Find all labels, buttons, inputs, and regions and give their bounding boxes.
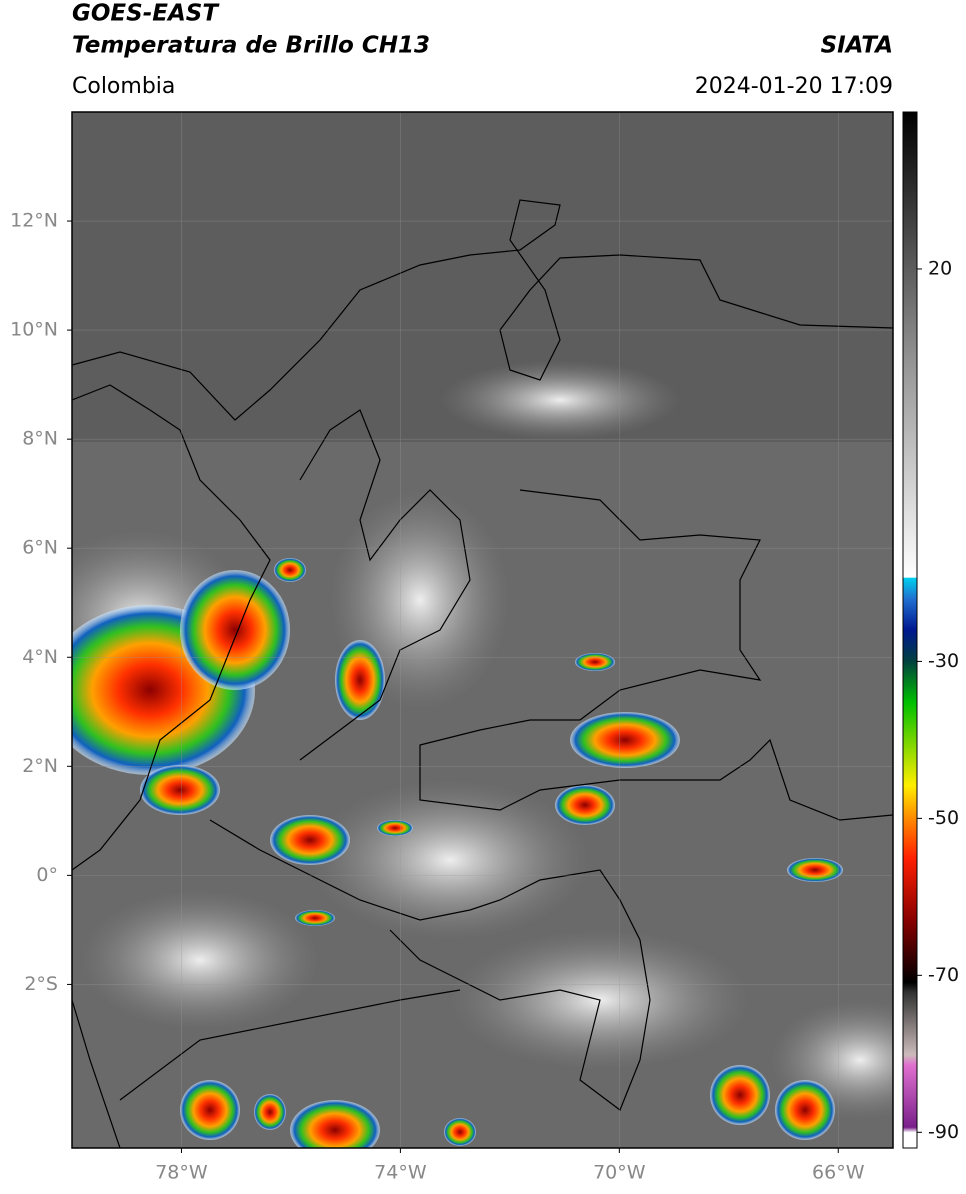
graticule (72, 112, 893, 1148)
y-tick-label: 2°N (22, 755, 58, 777)
colorbar-tick-label: -70 (928, 964, 959, 986)
x-tick-label: 74°W (374, 1162, 427, 1184)
colorbar-tick-label: 20 (928, 257, 952, 279)
y-tick-label: 8°N (22, 428, 58, 450)
x-tick-label: 66°W (812, 1162, 865, 1184)
region: Colombia (72, 74, 175, 99)
colorbar-tick-label: -30 (928, 650, 959, 672)
source: SIATA (821, 33, 893, 59)
colorbar-tick-label: -90 (928, 1121, 959, 1143)
map-frame (71, 111, 894, 1149)
colorbar (902, 111, 918, 1149)
y-tick-label: 6°N (22, 537, 58, 559)
y-tick-label: 2°S (24, 973, 58, 995)
y-tick-label: 10°N (10, 319, 58, 341)
title: GOES-EAST (72, 1, 220, 27)
y-tick-label: 0° (36, 864, 58, 886)
y-tick-label: 12°N (10, 210, 58, 232)
y-tick-label: 4°N (22, 646, 58, 668)
colorbar-tick-label: -50 (928, 807, 959, 829)
x-tick-label: 78°W (155, 1162, 208, 1184)
subtitle: Temperatura de Brillo CH13 (72, 33, 430, 59)
datetime: 2024-01-20 17:09 (695, 74, 893, 99)
map-image (72, 112, 893, 1148)
x-tick-label: 70°W (593, 1162, 646, 1184)
